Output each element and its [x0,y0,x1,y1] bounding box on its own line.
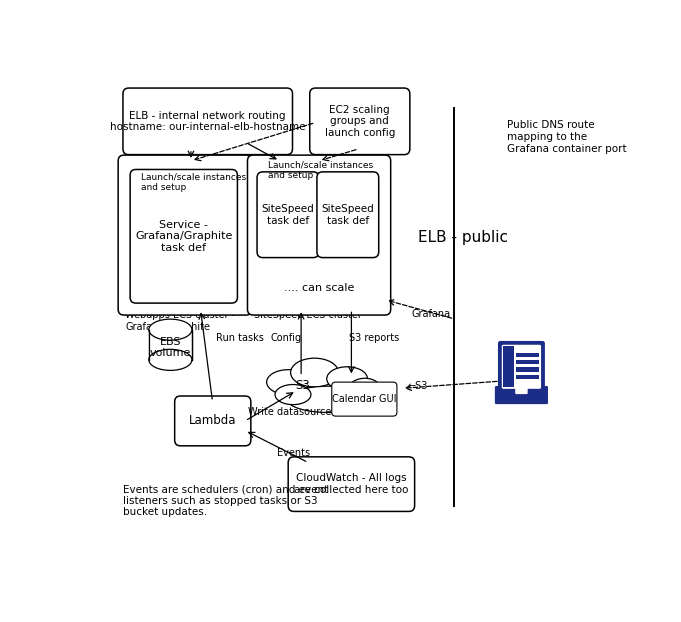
Text: CloudWatch - All logs
are collected here too: CloudWatch - All logs are collected here… [294,473,409,495]
FancyBboxPatch shape [175,396,251,446]
FancyBboxPatch shape [247,155,391,315]
Bar [149,330,191,360]
Text: SiteSpeed ECS cluster: SiteSpeed ECS cluster [254,310,362,320]
Text: Launch/scale instances
and setup: Launch/scale instances and setup [141,173,246,192]
FancyBboxPatch shape [502,345,541,389]
Ellipse shape [149,350,192,370]
Text: EBS
volume: EBS volume [150,337,191,358]
Text: Config: Config [270,333,302,343]
Bar [149,330,192,360]
FancyBboxPatch shape [288,457,415,511]
Text: Grafana: Grafana [411,309,450,319]
Text: Events are schedulers (cron) and event
listeners such as stopped tasks or S3
buc: Events are schedulers (cron) and event l… [123,485,328,518]
Text: ELB - public: ELB - public [418,230,509,245]
Text: Launch/scale instances
and setup: Launch/scale instances and setup [268,160,373,180]
Text: Calendar GUI: Calendar GUI [332,394,396,404]
Text: SiteSpeed
task def: SiteSpeed task def [321,204,374,226]
Ellipse shape [149,319,192,340]
Text: S3 reports: S3 reports [349,333,399,343]
Text: SiteSpeed
task def: SiteSpeed task def [262,204,315,226]
Text: Public DNS route
mapping to the
Grafana container port: Public DNS route mapping to the Grafana … [507,120,627,154]
Bar [503,346,514,388]
FancyBboxPatch shape [495,386,548,404]
Text: Events: Events [277,448,311,458]
Text: .... can scale: .... can scale [284,283,354,293]
Ellipse shape [291,358,338,387]
Bar [516,368,539,372]
Ellipse shape [349,378,381,399]
Bar [516,360,539,364]
FancyBboxPatch shape [332,382,397,416]
FancyBboxPatch shape [257,172,319,258]
FancyBboxPatch shape [498,341,545,392]
Ellipse shape [267,369,310,394]
FancyBboxPatch shape [310,88,410,155]
Text: EC2 scaling
groups and
launch config: EC2 scaling groups and launch config [325,104,395,138]
Text: Write datasource: Write datasource [249,407,332,417]
Ellipse shape [327,367,368,391]
Text: Lambda: Lambda [189,414,236,427]
FancyBboxPatch shape [130,169,238,303]
Ellipse shape [287,386,370,412]
Text: Webapps ECS cluster -
Grafana/Graphite: Webapps ECS cluster - Grafana/Graphite [125,310,236,332]
FancyBboxPatch shape [516,388,528,394]
Bar [516,353,539,357]
Text: Service -
Grafana/Graphite
task def: Service - Grafana/Graphite task def [135,220,232,253]
Ellipse shape [275,384,311,405]
Text: ELB - internal network routing
hostname: our-internal-elb-hostname: ELB - internal network routing hostname:… [110,111,306,132]
Bar [516,375,539,379]
FancyBboxPatch shape [118,155,252,315]
FancyBboxPatch shape [123,88,293,155]
Text: ←S3: ←S3 [408,381,428,391]
Text: Run tasks: Run tasks [217,333,264,343]
Text: S3: S3 [295,379,310,392]
FancyBboxPatch shape [317,172,379,258]
